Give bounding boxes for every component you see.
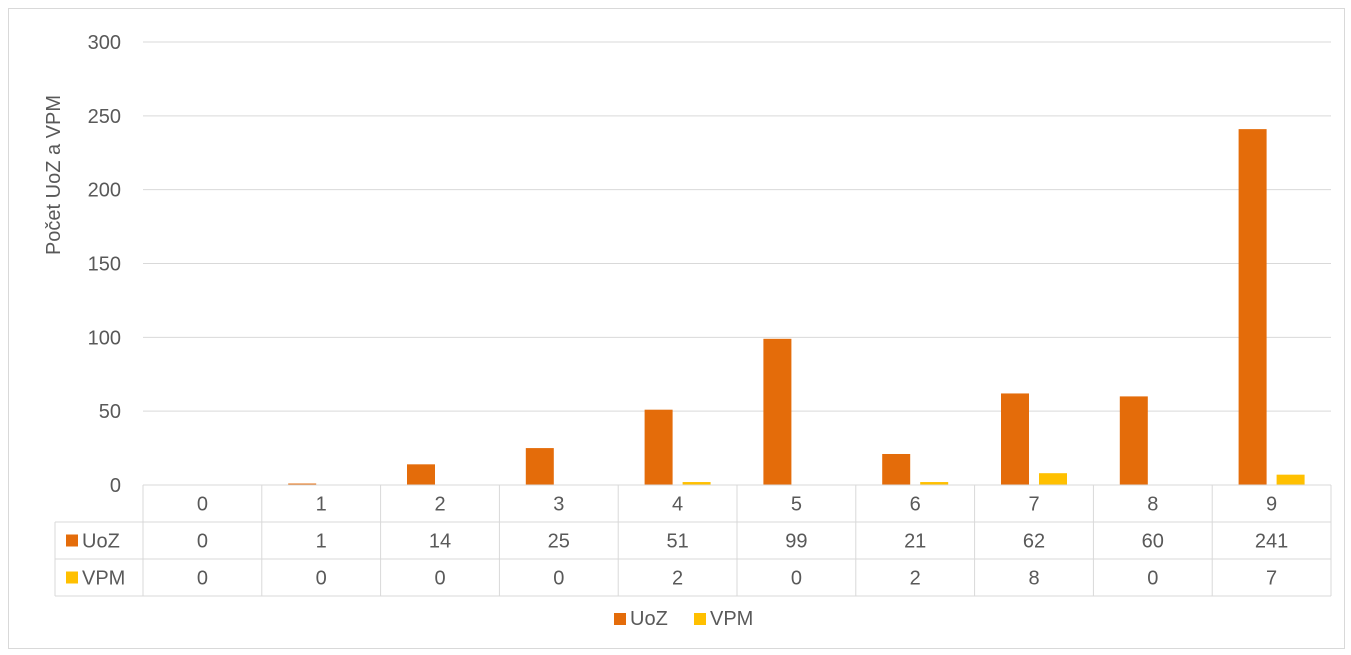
table-cell: 2 xyxy=(672,568,683,590)
table-cell: 0 xyxy=(1147,568,1158,590)
x-tick-label: 8 xyxy=(1147,494,1158,516)
y-tick-label: 200 xyxy=(88,180,121,202)
bar-uoz xyxy=(407,464,435,485)
x-tick-label: 9 xyxy=(1266,494,1277,516)
bar-vpm xyxy=(682,482,711,485)
bar-uoz xyxy=(882,453,911,485)
table-cell: 0 xyxy=(434,568,445,590)
x-tick-label: 6 xyxy=(910,494,921,516)
x-tick-label: 0 xyxy=(197,494,208,516)
bar-uoz xyxy=(763,338,792,485)
legend-label: VPM xyxy=(710,608,753,630)
y-tick-label: 50 xyxy=(99,401,121,423)
table-cell: 0 xyxy=(553,568,564,590)
table-cell: 62 xyxy=(1023,531,1045,553)
table-cell: 0 xyxy=(316,568,327,590)
bar-uoz xyxy=(1001,393,1029,485)
table-cell: 0 xyxy=(197,531,208,553)
x-tick-label: 3 xyxy=(553,494,564,516)
table-cell: 14 xyxy=(429,531,451,553)
y-tick-labels: 0 50 100 150 200 250 300 xyxy=(88,32,121,497)
bar-uoz xyxy=(288,483,317,485)
data-table: 0 1 2 3 4 5 6 7 8 9 UoZ 0 1 14 25 51 99 21 62 60 241 VPM 0 0 0 0 2… xyxy=(54,484,1332,597)
y-tick-label: 300 xyxy=(88,32,121,54)
table-cell: 0 xyxy=(197,568,208,590)
table-cell: 7 xyxy=(1266,568,1277,590)
table-cell: 8 xyxy=(1028,568,1039,590)
x-tick-label: 1 xyxy=(316,494,327,516)
legend-key-uoz xyxy=(614,613,626,625)
x-tick-label: 2 xyxy=(434,494,445,516)
y-tick-label: 150 xyxy=(88,254,121,276)
table-legend-key-uoz xyxy=(66,534,78,547)
table-cell: 2 xyxy=(910,568,921,590)
legend-key-vpm xyxy=(694,613,706,625)
bar-uoz xyxy=(525,448,554,485)
y-tick-label: 100 xyxy=(88,327,121,349)
bar-uoz xyxy=(1119,396,1148,485)
table-cell: 1 xyxy=(316,531,327,553)
bar-uoz xyxy=(1238,129,1267,485)
table-row-label: VPM xyxy=(82,568,125,590)
table-cell: 99 xyxy=(785,531,807,553)
bar-vpm xyxy=(1276,474,1305,485)
bars xyxy=(288,129,1305,485)
x-tick-label: 7 xyxy=(1028,494,1039,516)
table-cell: 51 xyxy=(666,531,688,553)
chart-frame xyxy=(8,8,1345,649)
table-cell: 60 xyxy=(1142,531,1164,553)
legend: UoZ VPM xyxy=(614,608,753,630)
bar-uoz xyxy=(644,409,673,485)
y-axis-label: Počet UoZ a VPM xyxy=(43,95,65,255)
gridlines xyxy=(143,41,1331,412)
bar-vpm xyxy=(1039,473,1067,485)
table-cell: 25 xyxy=(548,531,570,553)
x-tick-label: 4 xyxy=(672,494,683,516)
bar-vpm xyxy=(920,482,949,485)
y-tick-label: 0 xyxy=(110,475,121,497)
y-tick-label: 250 xyxy=(88,106,121,128)
table-cell: 21 xyxy=(904,531,926,553)
table-legend-key-vpm xyxy=(66,571,78,584)
table-row-label: UoZ xyxy=(82,531,120,553)
x-tick-label: 5 xyxy=(791,494,802,516)
legend-label: UoZ xyxy=(630,608,668,630)
table-cell: 0 xyxy=(791,568,802,590)
table-cell: 241 xyxy=(1255,531,1288,553)
